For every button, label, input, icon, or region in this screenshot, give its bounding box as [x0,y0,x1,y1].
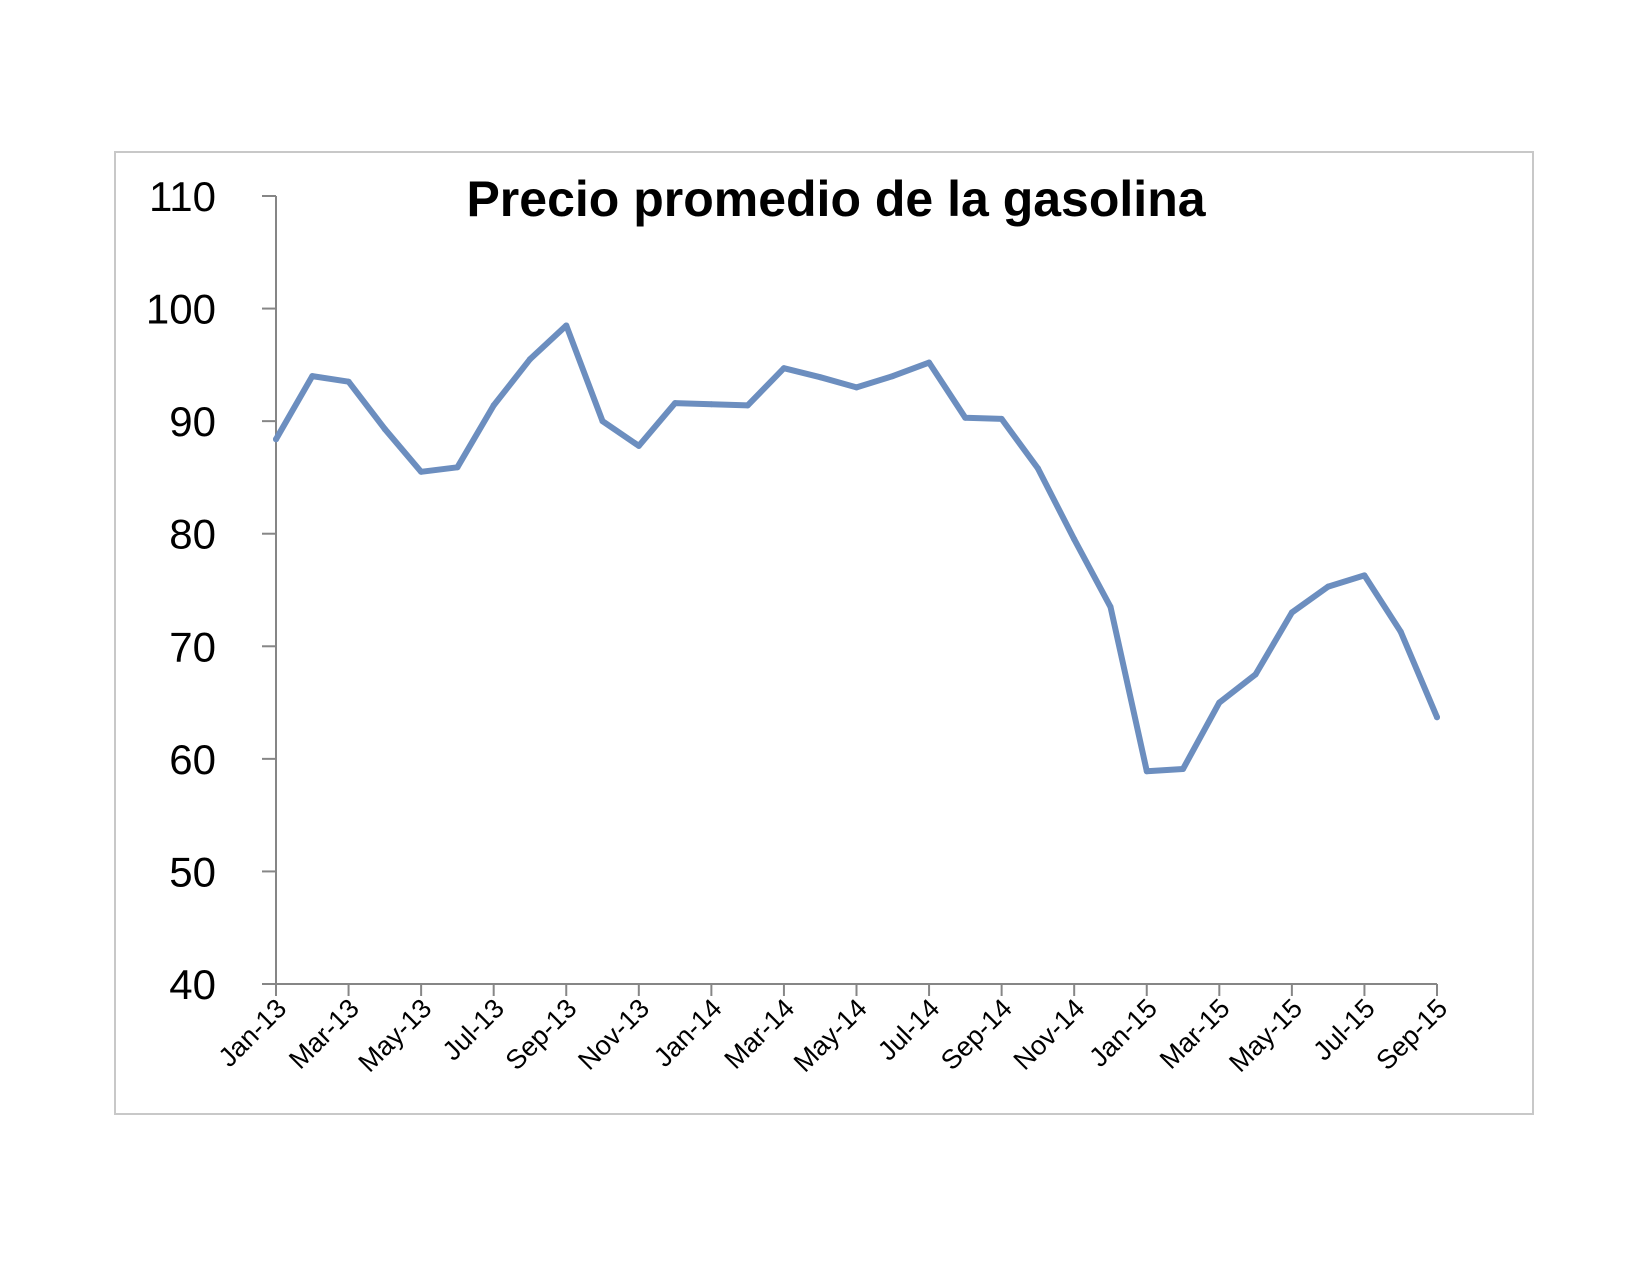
data-point [381,426,388,432]
series-group [273,322,1440,775]
y-tick-label: 100 [146,286,216,333]
series-line [273,322,1440,775]
x-tick-label: Mar-13 [283,993,365,1075]
data-point [817,374,824,381]
x-tick-label: Sep-13 [500,993,583,1076]
x-tick-label: Jul-14 [872,993,945,1066]
x-tick-label: Sep-14 [935,993,1018,1076]
data-point [527,356,533,363]
x-tick-label: Sep-15 [1370,993,1453,1076]
chart-title: Precio promedio de la gasolina [466,171,1206,227]
y-tick-label: 40 [169,961,216,1008]
x-tick-label: Jan-14 [648,993,728,1073]
data-point [998,415,1005,422]
y-tick-label: 110 [149,173,216,220]
data-point [490,402,497,409]
y-tick-label: 80 [169,511,216,558]
data-point [563,322,570,329]
x-tick-label: Jan-13 [213,993,293,1073]
data-point [1434,714,1440,721]
data-point [1325,583,1332,590]
data-point [1288,609,1295,616]
data-point [273,436,279,443]
data-point [454,464,461,471]
y-tick-label: 50 [169,848,216,895]
x-tick-label: Jul-13 [437,993,510,1066]
data-point [780,365,787,372]
data-point [708,401,715,408]
data-point [744,402,751,409]
data-point [962,414,969,421]
data-point [345,378,352,385]
x-tick-label: May-13 [352,993,437,1078]
data-point [1216,699,1223,706]
data-point [599,418,606,425]
data-point [309,373,316,380]
data-point [635,442,642,449]
x-tick-label: Mar-15 [1154,993,1236,1075]
chart-svg: Precio promedio de la gasolina 40 50 60 70 8… [146,171,1453,1078]
x-tick-label: May-14 [788,993,873,1078]
data-point [672,400,679,407]
data-point [1143,768,1150,775]
y-tick-label: 90 [169,398,216,445]
data-point [1252,671,1259,678]
x-tick-label: Nov-14 [1008,993,1091,1076]
data-point [1034,465,1041,472]
data-point [889,373,896,380]
x-tick-label: May-15 [1223,993,1308,1078]
y-ticks: 40 50 60 70 80 90 100 110 [146,173,276,1008]
x-tick-label: Mar-14 [718,993,800,1075]
data-point [1107,603,1114,610]
x-tick-label: Nov-13 [572,993,655,1076]
x-tick-label: Jul-15 [1307,993,1380,1066]
chart-frame: Precio promedio de la gasolina 40 50 60 70 8… [114,151,1534,1115]
data-point [1397,628,1404,635]
y-tick-label: 60 [169,736,216,783]
data-point [418,468,425,475]
data-point [1361,572,1368,579]
data-point [1180,766,1186,772]
data-point [1071,536,1078,543]
y-tick-label: 70 [169,623,216,670]
data-point [926,359,933,366]
x-tick-label: Jan-15 [1083,993,1163,1073]
data-point [853,384,860,391]
